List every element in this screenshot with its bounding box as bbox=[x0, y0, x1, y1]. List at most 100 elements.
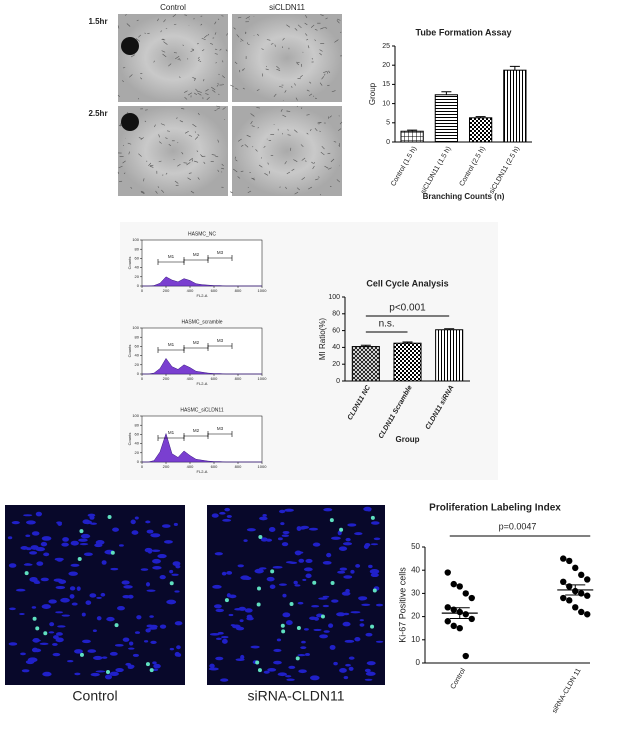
nucleus bbox=[8, 642, 18, 646]
tube bbox=[191, 159, 194, 162]
nucleus bbox=[266, 576, 275, 582]
ki67 bbox=[32, 616, 37, 621]
histogram bbox=[142, 276, 262, 287]
tube bbox=[187, 177, 192, 181]
nucleus bbox=[152, 565, 162, 570]
nucleus bbox=[110, 567, 119, 571]
dot bbox=[566, 597, 573, 604]
nucleus bbox=[71, 602, 78, 606]
ki67 bbox=[257, 668, 262, 673]
nucleus bbox=[43, 552, 50, 557]
ki67 bbox=[224, 598, 229, 603]
tube bbox=[207, 33, 210, 36]
tube bbox=[211, 86, 216, 91]
ki67 bbox=[145, 662, 150, 667]
tube bbox=[130, 187, 133, 189]
y-tick-label: 10 bbox=[382, 100, 390, 107]
tube bbox=[203, 161, 206, 164]
nucleus bbox=[7, 536, 13, 540]
tube bbox=[128, 151, 130, 155]
nucleus bbox=[93, 655, 103, 661]
column-label: siRNA-CLDN11 bbox=[248, 688, 345, 704]
bar bbox=[503, 69, 527, 143]
ki67 bbox=[255, 660, 260, 665]
ki67 bbox=[330, 580, 335, 585]
tube bbox=[261, 48, 264, 50]
tube bbox=[294, 83, 296, 86]
marker-label: M3 bbox=[217, 250, 224, 255]
y-tick-label: 60 bbox=[135, 343, 140, 348]
x-tick-label: siRNA-CLDN 11 bbox=[551, 667, 582, 714]
nucleus bbox=[74, 649, 83, 654]
nucleus bbox=[79, 542, 89, 546]
nucleus bbox=[96, 616, 102, 621]
nucleus bbox=[365, 671, 376, 676]
nucleus bbox=[375, 603, 384, 607]
tube bbox=[260, 157, 263, 159]
ki67 bbox=[339, 527, 344, 532]
nucleus bbox=[230, 624, 236, 627]
tube bbox=[200, 23, 203, 26]
tube bbox=[163, 41, 168, 45]
tube bbox=[233, 168, 238, 173]
ki67 bbox=[258, 534, 263, 539]
tube bbox=[182, 44, 185, 46]
tube bbox=[163, 19, 166, 23]
tube bbox=[247, 190, 252, 194]
marker-label: M2 bbox=[193, 428, 200, 433]
tube bbox=[188, 172, 192, 174]
nucleus bbox=[49, 622, 55, 627]
tube bbox=[251, 125, 255, 127]
tube bbox=[194, 131, 196, 133]
tube bbox=[217, 169, 220, 173]
tube bbox=[187, 92, 193, 96]
tube bbox=[294, 191, 299, 195]
ki67 bbox=[43, 631, 48, 636]
tube bbox=[276, 69, 281, 71]
tube bbox=[144, 32, 146, 34]
nucleus bbox=[278, 583, 287, 586]
y-tick-label: 80 bbox=[135, 334, 140, 339]
tube bbox=[285, 186, 287, 190]
dot bbox=[578, 590, 585, 597]
tube bbox=[221, 15, 224, 17]
tube bbox=[320, 14, 324, 17]
tube bbox=[234, 156, 237, 159]
nucleus bbox=[297, 654, 306, 657]
nucleus bbox=[312, 542, 321, 547]
tube bbox=[179, 58, 181, 61]
tube bbox=[172, 14, 177, 18]
nucleus bbox=[39, 642, 49, 646]
dot bbox=[560, 555, 567, 562]
nucleus bbox=[337, 570, 346, 574]
x-tick-label: 200 bbox=[163, 464, 170, 469]
tube bbox=[205, 89, 209, 92]
tube bbox=[222, 60, 224, 63]
annotation: n.s. bbox=[379, 319, 395, 330]
tube bbox=[294, 27, 298, 31]
nucleus bbox=[62, 537, 69, 542]
nucleus bbox=[297, 601, 304, 605]
nucleus bbox=[163, 540, 173, 544]
tube bbox=[291, 168, 295, 171]
tube bbox=[186, 162, 191, 166]
row-label: 2.5hr bbox=[88, 109, 107, 118]
y-tick-label: 60 bbox=[135, 255, 140, 260]
y-tick-label: 0 bbox=[137, 283, 140, 288]
tube bbox=[174, 180, 179, 184]
tube bbox=[148, 162, 152, 166]
tube bbox=[184, 131, 189, 134]
nucleus bbox=[33, 648, 42, 653]
tube bbox=[153, 60, 155, 63]
tube bbox=[239, 69, 241, 73]
nucleus bbox=[70, 540, 79, 546]
tube bbox=[175, 184, 179, 186]
dot bbox=[462, 611, 469, 618]
nucleus bbox=[237, 564, 244, 568]
tube bbox=[230, 84, 234, 87]
nucleus bbox=[329, 644, 336, 650]
x-tick-label: 0 bbox=[141, 464, 144, 469]
error-bar bbox=[565, 589, 586, 596]
nucleus bbox=[127, 647, 135, 650]
